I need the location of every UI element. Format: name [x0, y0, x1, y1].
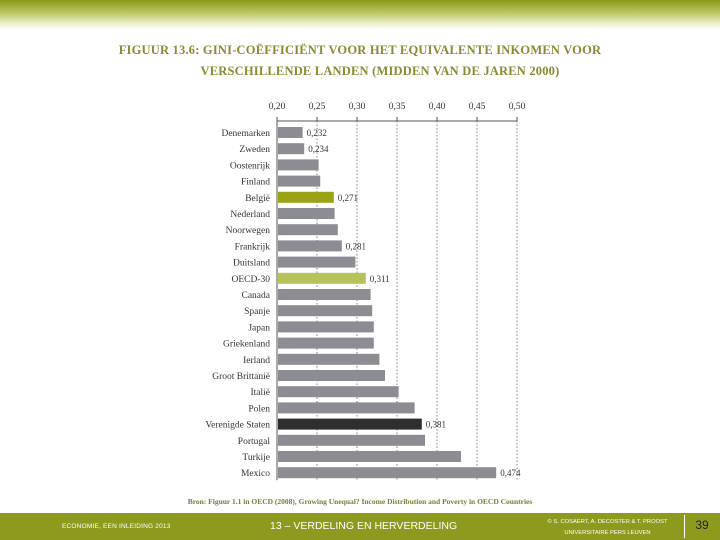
source-note: Bron: Figuur 1.1 in OECD (2008), Growing… [187, 497, 533, 506]
x-tick-label: 0,45 [469, 102, 486, 112]
data-label: 0,271 [338, 193, 358, 203]
footer-separator [684, 515, 685, 538]
footer-publisher: UNIVERSITAIRE PERS LEUVEN [564, 530, 651, 536]
footer-authors: © S. COSAERT, A. DECOSTER & T. PROOST [547, 519, 668, 525]
data-label: 0,281 [346, 241, 366, 251]
footer-chapter-title: 13 – VERDELING EN HERVERDELING [270, 520, 458, 532]
bar-19 [278, 434, 425, 446]
category-label: Polen [248, 404, 270, 414]
category-label: Finland [241, 178, 270, 188]
bar-15 [278, 370, 385, 381]
category-label: Mexico [241, 469, 270, 479]
bar-18 [278, 418, 422, 430]
bar-13 [278, 337, 374, 349]
data-label: 0,474 [500, 468, 521, 478]
category-label: Turkije [242, 453, 270, 463]
category-label: Duitsland [233, 259, 270, 269]
bar-6 [278, 224, 338, 236]
category-label: Italië [250, 388, 270, 398]
bar-16 [278, 386, 399, 398]
data-label: 0,311 [370, 274, 390, 284]
x-tick-label: 0,30 [349, 102, 366, 112]
x-tick-label: 0,25 [309, 102, 326, 112]
footer-bar: ECONOMIE, EEN INLEIDING 2013 13 – VERDEL… [0, 513, 720, 540]
bar-14 [278, 353, 380, 365]
bar-4 [278, 191, 334, 203]
category-label: Japan [248, 323, 270, 333]
category-label: Canada [242, 291, 271, 301]
bar-1 [278, 143, 305, 155]
data-label: 0,234 [308, 144, 329, 154]
category-label: Spanje [244, 307, 270, 317]
category-label: Griekenland [223, 340, 270, 350]
bar-11 [278, 305, 373, 317]
category-label: OECD-30 [231, 275, 270, 285]
category-label: Oostenrijk [230, 161, 270, 171]
bar-21 [278, 467, 497, 479]
x-tick-label: 0,40 [429, 102, 446, 112]
bar-17 [278, 402, 415, 414]
bar-7 [278, 240, 342, 252]
category-label: Noorwegen [226, 226, 271, 236]
data-label: 0,381 [426, 420, 446, 430]
footer-copyright: © S. COSAERT, A. DECOSTER & T. PROOST UN… [535, 517, 680, 539]
data-label: 0,232 [307, 128, 327, 138]
figure-title-line2: VERSCHILLENDE LANDEN (MIDDEN VAN DE JARE… [200, 64, 560, 78]
top-decorative-band [0, 0, 720, 30]
bar-3 [278, 175, 321, 187]
bar-5 [278, 208, 335, 219]
figure-title-line1: FIGUUR 13.6: GINI-COËFFICIËNT VOOR HET E… [118, 43, 602, 57]
category-label: Ierland [243, 356, 270, 366]
bar-10 [278, 289, 371, 300]
bar-9 [278, 272, 366, 284]
page-number: 39 [695, 518, 709, 532]
footer-course-title: ECONOMIE, EEN INLEIDING 2013 [62, 523, 171, 530]
x-tick-label: 0,50 [509, 102, 526, 112]
category-label: Zweden [239, 145, 270, 155]
category-label: België [245, 194, 270, 204]
x-tick-label: 0,20 [269, 102, 286, 112]
bar-2 [278, 159, 319, 171]
category-label: Denemarken [221, 129, 270, 139]
x-tick-label: 0,35 [389, 102, 406, 112]
category-label: Portugal [238, 437, 271, 447]
bar-0 [278, 127, 303, 138]
bar-12 [278, 321, 374, 333]
category-label: Nederland [230, 210, 270, 220]
category-label: Frankrijk [235, 242, 271, 252]
bar-20 [278, 451, 461, 462]
category-label: Verenigde Staten [205, 421, 270, 431]
category-label: Groot Brittanië [212, 372, 270, 382]
bar-8 [278, 256, 356, 268]
